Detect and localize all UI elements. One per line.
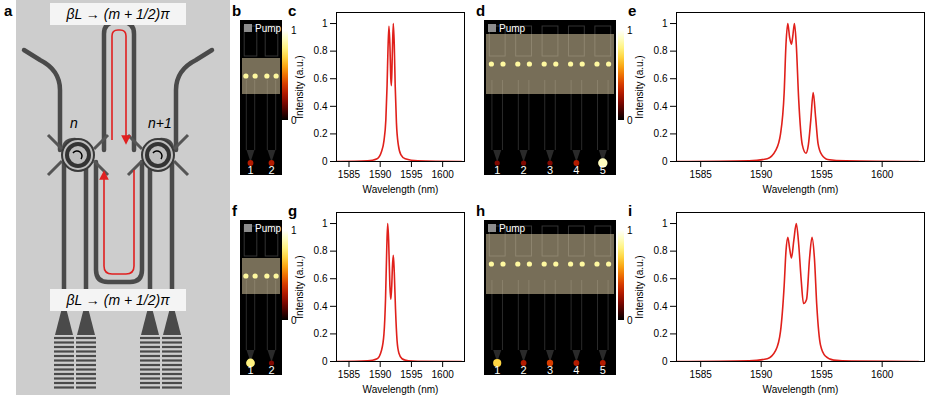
svg-text:n+1: n+1 [148, 115, 172, 131]
svg-text:0: 0 [322, 356, 328, 367]
svg-text:0.8: 0.8 [654, 245, 668, 256]
svg-text:1: 1 [247, 364, 253, 376]
svg-text:0: 0 [322, 156, 328, 167]
svg-text:0: 0 [662, 156, 668, 167]
svg-text:1590: 1590 [750, 169, 773, 180]
svg-text:1590: 1590 [750, 369, 773, 380]
svg-text:0.8: 0.8 [314, 45, 328, 56]
svg-text:1600: 1600 [432, 169, 455, 180]
html-text:c: c [288, 2, 297, 19]
svg-text:1: 1 [322, 218, 328, 229]
svg-text:Intensity (a.u.): Intensity (a.u.) [294, 255, 305, 318]
svg-text:Intensity (a.u.): Intensity (a.u.) [634, 255, 645, 318]
svg-text:Intensity (a.u.): Intensity (a.u.) [294, 55, 305, 118]
html-text:g: g [288, 202, 298, 219]
svg-text:1: 1 [627, 25, 633, 36]
svg-text:2: 2 [521, 164, 527, 176]
svg-text:Pump: Pump [499, 223, 526, 234]
html-text:d: d [476, 2, 486, 19]
svg-text:1585: 1585 [338, 169, 361, 180]
svg-text:4: 4 [573, 164, 579, 176]
svg-text:n: n [70, 115, 78, 131]
svg-text:1: 1 [291, 225, 297, 236]
svg-text:1: 1 [662, 218, 668, 229]
svg-text:Wavelength (nm): Wavelength (nm) [363, 384, 439, 395]
svg-text:1: 1 [662, 18, 668, 29]
svg-text:0.2: 0.2 [654, 328, 668, 339]
html-text:f: f [232, 202, 237, 219]
svg-text:1590: 1590 [369, 169, 392, 180]
svg-text:0: 0 [291, 315, 297, 326]
svg-text:1600: 1600 [871, 169, 894, 180]
svg-text:0.4: 0.4 [654, 301, 668, 312]
svg-text:4: 4 [573, 364, 579, 376]
svg-text:0.6: 0.6 [654, 273, 668, 284]
svg-text:0: 0 [662, 356, 668, 367]
svg-text:Pump: Pump [499, 23, 526, 34]
svg-text:0.6: 0.6 [314, 273, 328, 284]
html-text:e: e [628, 2, 637, 19]
svg-text:1585: 1585 [338, 369, 361, 380]
svg-text:1590: 1590 [369, 369, 392, 380]
svg-text:5: 5 [600, 364, 606, 376]
svg-text:1595: 1595 [400, 169, 423, 180]
svg-text:1: 1 [494, 164, 500, 176]
html-text:i: i [628, 202, 633, 219]
svg-text:Pump: Pump [255, 23, 282, 34]
svg-text:Wavelength (nm): Wavelength (nm) [763, 384, 839, 395]
svg-text:1595: 1595 [811, 369, 834, 380]
svg-text:1: 1 [627, 225, 633, 236]
svg-text:1585: 1585 [690, 169, 713, 180]
svg-text:βL → (m + 1/2)π: βL → (m + 1/2)π [65, 292, 170, 308]
svg-text:1: 1 [494, 364, 500, 376]
svg-text:0: 0 [291, 115, 297, 126]
html-text:h: h [476, 202, 486, 219]
svg-text:Wavelength (nm): Wavelength (nm) [763, 184, 839, 195]
svg-text:5: 5 [600, 164, 606, 176]
svg-text:2: 2 [268, 364, 274, 376]
svg-text:0.2: 0.2 [314, 128, 328, 139]
svg-text:3: 3 [547, 364, 553, 376]
svg-text:1: 1 [247, 164, 253, 176]
svg-text:2: 2 [268, 164, 274, 176]
html-text:b: b [232, 2, 242, 19]
svg-text:1: 1 [291, 25, 297, 36]
svg-text:1595: 1595 [811, 169, 834, 180]
svg-text:1600: 1600 [432, 369, 455, 380]
svg-text:0.2: 0.2 [314, 328, 328, 339]
svg-text:3: 3 [547, 164, 553, 176]
svg-text:1600: 1600 [871, 369, 894, 380]
svg-text:Wavelength (nm): Wavelength (nm) [363, 184, 439, 195]
svg-text:0: 0 [627, 315, 633, 326]
svg-text:0.4: 0.4 [314, 101, 328, 112]
svg-text:1: 1 [322, 18, 328, 29]
svg-text:0.2: 0.2 [654, 128, 668, 139]
svg-text:0.6: 0.6 [314, 73, 328, 84]
svg-text:Pump: Pump [255, 223, 282, 234]
svg-text:0.4: 0.4 [654, 101, 668, 112]
svg-text:0.6: 0.6 [654, 73, 668, 84]
svg-text:0.8: 0.8 [654, 45, 668, 56]
svg-text:Intensity (a.u.): Intensity (a.u.) [634, 55, 645, 118]
svg-text:βL → (m + 1/2)π: βL → (m + 1/2)π [65, 6, 170, 22]
svg-text:0.8: 0.8 [314, 245, 328, 256]
html-text:a: a [4, 2, 13, 19]
svg-text:0: 0 [627, 115, 633, 126]
svg-text:0.4: 0.4 [314, 301, 328, 312]
svg-text:1595: 1595 [400, 369, 423, 380]
svg-text:2: 2 [521, 364, 527, 376]
svg-text:1585: 1585 [690, 369, 713, 380]
